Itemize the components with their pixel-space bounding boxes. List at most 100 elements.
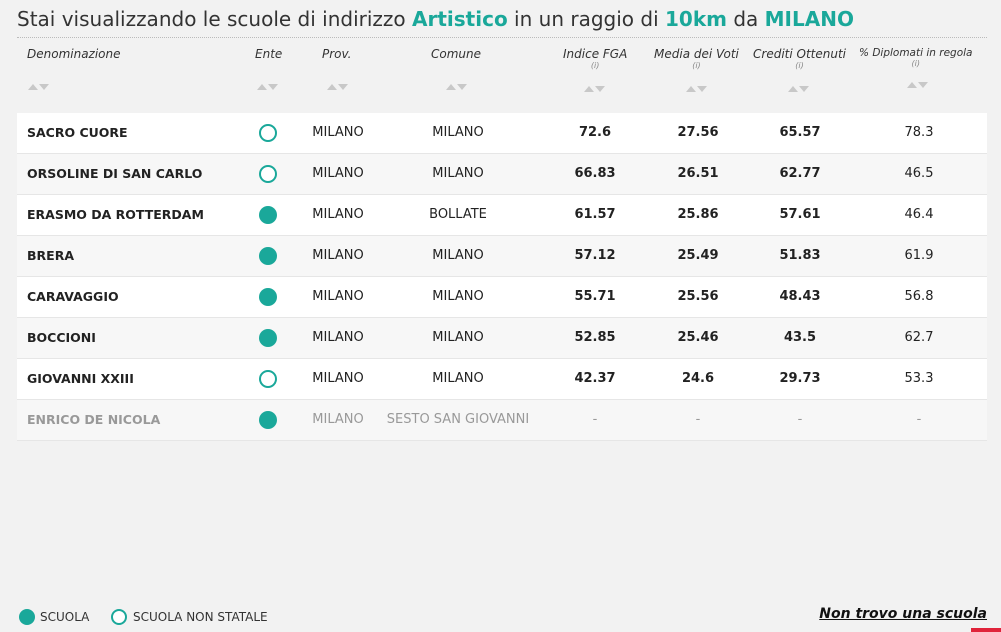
not-found-link[interactable]: Non trovo una scuola: [819, 606, 987, 622]
table-row[interactable]: BRERA MILANO MILANO 57.12 25.49 51.83 61.9: [17, 236, 987, 277]
col-header-denominazione[interactable]: Denominazione: [27, 47, 121, 61]
cell-fga: 52.85: [574, 330, 616, 345]
title-prefix: Stai visualizzando le scuole di indirizz…: [17, 7, 413, 31]
cell-media: 25.86: [677, 207, 719, 222]
cell-crediti: 65.57: [779, 125, 821, 140]
col-label: Crediti Ottenuti: [753, 47, 846, 61]
sort-arrows-icon[interactable]: [327, 84, 349, 90]
table-row[interactable]: CARAVAGGIO MILANO MILANO 55.71 25.56 48.43 56.…: [17, 277, 987, 318]
col-header-ente[interactable]: Ente: [255, 47, 282, 61]
title-divider: [17, 37, 987, 38]
filled-circle-icon: [259, 206, 277, 224]
cell-comune: MILANO: [432, 371, 484, 386]
schools-table: SACRO CUORE MILANO MILANO 72.6 27.56 65.57 78.…: [17, 113, 987, 441]
col-label: Indice FGA: [563, 47, 628, 61]
title-radius: 10km: [665, 7, 727, 31]
title-indirizzo: Artistico: [412, 7, 508, 31]
title-city: MILANO: [764, 7, 854, 31]
table-row[interactable]: ERASMO DA ROTTERDAM MILANO BOLLATE 61.57 25.…: [17, 195, 987, 236]
cell-fga: 55.71: [574, 289, 616, 304]
cell-media: 25.49: [677, 248, 719, 263]
cell-comune: MILANO: [432, 330, 484, 345]
title-connector: da: [726, 7, 765, 31]
cell-crediti: 29.73: [779, 371, 821, 386]
school-name[interactable]: ENRICO DE NICOLA: [27, 412, 161, 427]
col-header-fga[interactable]: Indice FGA (i): [563, 47, 627, 70]
school-name[interactable]: GIOVANNI XXIII: [27, 371, 134, 386]
school-name[interactable]: CARAVAGGIO: [27, 289, 119, 304]
cell-prov: MILANO: [312, 330, 364, 345]
cell-diplomati: 62.7: [904, 330, 934, 345]
cell-media: 25.56: [677, 289, 719, 304]
cell-fga: -: [592, 412, 598, 427]
cell-diplomati: 53.3: [904, 371, 934, 386]
cell-prov: MILANO: [312, 125, 364, 140]
info-icon[interactable]: (i): [795, 61, 804, 70]
school-name[interactable]: SACRO CUORE: [27, 125, 128, 140]
cell-fga: 57.12: [574, 248, 616, 263]
col-header-diplomati[interactable]: % Diplomati in regola (i): [859, 47, 973, 68]
cell-comune: SESTO SAN GIOVANNI: [386, 412, 530, 427]
cell-crediti: -: [797, 412, 803, 427]
legend-label: SCUOLA NON STATALE: [133, 610, 268, 624]
outline-circle-icon: [259, 165, 277, 183]
col-header-crediti[interactable]: Crediti Ottenuti (i): [753, 47, 846, 70]
cell-prov: MILANO: [312, 207, 364, 222]
cell-comune: MILANO: [432, 289, 484, 304]
col-header-prov[interactable]: Prov.: [322, 47, 351, 61]
filled-circle-icon: [19, 609, 35, 625]
outline-circle-icon: [259, 124, 277, 142]
table-row[interactable]: BOCCIONI MILANO MILANO 52.85 25.46 43.5 62.7: [17, 318, 987, 359]
school-name[interactable]: ORSOLINE DI SAN CARLO: [27, 166, 203, 181]
sort-arrows-icon[interactable]: [788, 86, 810, 92]
legend-label: SCUOLA: [40, 610, 90, 624]
cell-fga: 61.57: [574, 207, 616, 222]
col-label: Ente: [255, 47, 283, 61]
cell-media: 24.6: [681, 371, 715, 386]
school-name[interactable]: BRERA: [27, 248, 74, 263]
cell-fga: 72.6: [578, 125, 612, 140]
col-header-comune[interactable]: Comune: [431, 47, 481, 61]
col-label: Media dei Voti: [654, 47, 739, 61]
cell-comune: BOLLATE: [429, 207, 487, 222]
cell-crediti: 51.83: [779, 248, 821, 263]
info-icon[interactable]: (i): [911, 59, 920, 68]
cell-diplomati: 78.3: [904, 125, 934, 140]
filled-circle-icon: [259, 329, 277, 347]
cell-media: -: [695, 412, 701, 427]
info-icon[interactable]: (i): [692, 61, 701, 70]
table-row[interactable]: ORSOLINE DI SAN CARLO MILANO MILANO 66.83 26…: [17, 154, 987, 195]
filled-circle-icon: [259, 411, 277, 429]
cell-prov: MILANO: [312, 248, 364, 263]
sort-arrows-icon[interactable]: [686, 86, 708, 92]
info-icon[interactable]: (i): [590, 61, 600, 70]
cell-comune: MILANO: [432, 248, 484, 263]
page-title: Stai visualizzando le scuole di indirizz…: [17, 4, 854, 34]
table-row[interactable]: ENRICO DE NICOLA MILANO SESTO SAN GIOVANNI…: [17, 400, 987, 441]
outline-circle-icon: [111, 609, 127, 625]
cell-diplomati: 46.5: [904, 166, 934, 181]
col-label: % Diplomati in regola: [859, 47, 973, 59]
cell-prov: MILANO: [312, 166, 364, 181]
title-middle: in un raggio di: [507, 7, 665, 31]
school-name[interactable]: BOCCIONI: [27, 330, 96, 345]
cell-diplomati: -: [916, 412, 922, 427]
sort-arrows-icon[interactable]: [257, 84, 279, 90]
sort-arrows-icon[interactable]: [446, 84, 468, 90]
table-row[interactable]: SACRO CUORE MILANO MILANO 72.6 27.56 65.57 78.…: [17, 113, 987, 154]
col-label: Denominazione: [27, 47, 121, 61]
cell-prov: MILANO: [312, 371, 364, 386]
table-row[interactable]: GIOVANNI XXIII MILANO MILANO 42.37 24.6 29.73…: [17, 359, 987, 400]
cell-comune: MILANO: [432, 125, 484, 140]
col-label: Prov.: [322, 47, 352, 61]
col-header-media[interactable]: Media dei Voti (i): [654, 47, 739, 70]
cell-crediti: 62.77: [779, 166, 821, 181]
corner-accent: [971, 628, 1001, 632]
cell-media: 27.56: [677, 125, 719, 140]
outline-circle-icon: [259, 370, 277, 388]
filled-circle-icon: [259, 247, 277, 265]
school-name[interactable]: ERASMO DA ROTTERDAM: [27, 207, 204, 222]
sort-arrows-icon[interactable]: [907, 82, 929, 88]
sort-arrows-icon[interactable]: [28, 84, 50, 90]
sort-arrows-icon[interactable]: [584, 86, 606, 92]
